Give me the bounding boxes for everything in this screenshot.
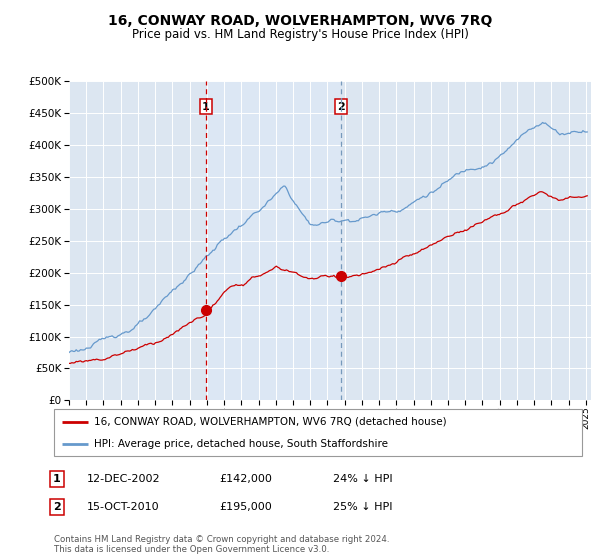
Text: 12-DEC-2002: 12-DEC-2002 xyxy=(87,474,161,484)
Text: 2: 2 xyxy=(337,102,345,112)
Text: £142,000: £142,000 xyxy=(219,474,272,484)
Text: £195,000: £195,000 xyxy=(219,502,272,512)
Text: 25% ↓ HPI: 25% ↓ HPI xyxy=(333,502,392,512)
Text: Price paid vs. HM Land Registry's House Price Index (HPI): Price paid vs. HM Land Registry's House … xyxy=(131,28,469,41)
Text: 16, CONWAY ROAD, WOLVERHAMPTON, WV6 7RQ: 16, CONWAY ROAD, WOLVERHAMPTON, WV6 7RQ xyxy=(108,14,492,28)
Text: Contains HM Land Registry data © Crown copyright and database right 2024.
This d: Contains HM Land Registry data © Crown c… xyxy=(54,535,389,554)
Text: 16, CONWAY ROAD, WOLVERHAMPTON, WV6 7RQ (detached house): 16, CONWAY ROAD, WOLVERHAMPTON, WV6 7RQ … xyxy=(94,417,446,427)
Bar xyxy=(206,81,341,400)
Text: 2: 2 xyxy=(53,502,61,512)
Text: 24% ↓ HPI: 24% ↓ HPI xyxy=(333,474,392,484)
FancyBboxPatch shape xyxy=(54,409,582,456)
Text: 1: 1 xyxy=(53,474,61,484)
Text: 15-OCT-2010: 15-OCT-2010 xyxy=(87,502,160,512)
Text: HPI: Average price, detached house, South Staffordshire: HPI: Average price, detached house, Sout… xyxy=(94,438,388,449)
Text: 1: 1 xyxy=(202,102,210,112)
